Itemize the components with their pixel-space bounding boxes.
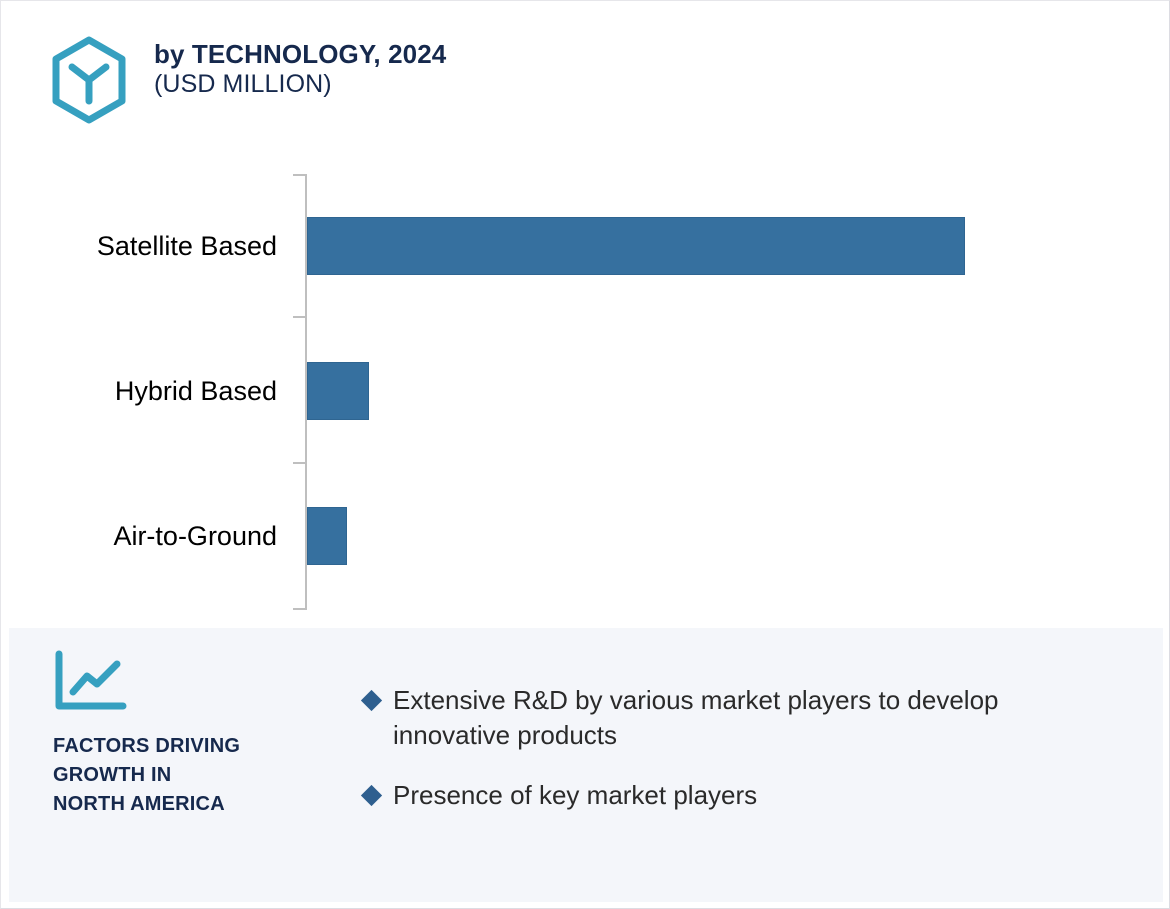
bar-row: Satellite Based (1, 217, 1169, 275)
factors-heading-line: NORTH AMERICA (53, 793, 225, 815)
factors-list: Extensive R&D by various market players … (360, 683, 1124, 839)
bar-row: Air-to-Ground (1, 507, 1169, 565)
line-chart-icon (53, 650, 129, 714)
axis-tick (293, 316, 306, 318)
plot-area: Satellite Based Hybrid Based Air-to-Grou… (1, 151, 1169, 628)
list-item: Extensive R&D by various market players … (360, 683, 1124, 752)
factors-panel-left: FACTORS DRIVING GROWTH IN NORTH AMERICA (49, 650, 339, 819)
diamond-bullet-icon (360, 689, 383, 712)
bar-chart: Satellite Based Hybrid Based Air-to-Grou… (1, 151, 1169, 628)
category-label: Satellite Based (96, 231, 277, 261)
header-text-block: by TECHNOLOGY, 2024 (USD MILLION) (154, 39, 446, 99)
category-label: Hybrid Based (114, 376, 277, 406)
category-axis-line (305, 174, 307, 610)
hexagon-y-icon (49, 35, 129, 125)
list-item: Presence of key market players (360, 778, 1124, 813)
bar-satellite-based (307, 217, 965, 275)
factors-heading-line: FACTORS DRIVING (53, 735, 241, 757)
card-header: by TECHNOLOGY, 2024 (USD MILLION) (1, 1, 1169, 151)
bar-air-to-ground (307, 507, 347, 565)
factors-panel: FACTORS DRIVING GROWTH IN NORTH AMERICA … (9, 628, 1163, 902)
axis-tick (293, 174, 306, 176)
bar-row: Hybrid Based (1, 362, 1169, 420)
axis-tick (293, 462, 306, 464)
page-title: by TECHNOLOGY, 2024 (154, 39, 447, 69)
page-subtitle: (USD MILLION) (154, 69, 332, 98)
axis-tick (293, 608, 306, 610)
list-item-text: Presence of key market players (393, 780, 758, 811)
factors-heading-line: GROWTH IN (53, 764, 172, 786)
category-label: Air-to-Ground (113, 521, 277, 551)
factors-heading: FACTORS DRIVING GROWTH IN NORTH AMERICA (53, 732, 339, 819)
bar-hybrid-based (307, 362, 369, 420)
list-item-text: Extensive R&D by various market players … (393, 685, 999, 750)
diamond-bullet-icon (360, 785, 383, 807)
